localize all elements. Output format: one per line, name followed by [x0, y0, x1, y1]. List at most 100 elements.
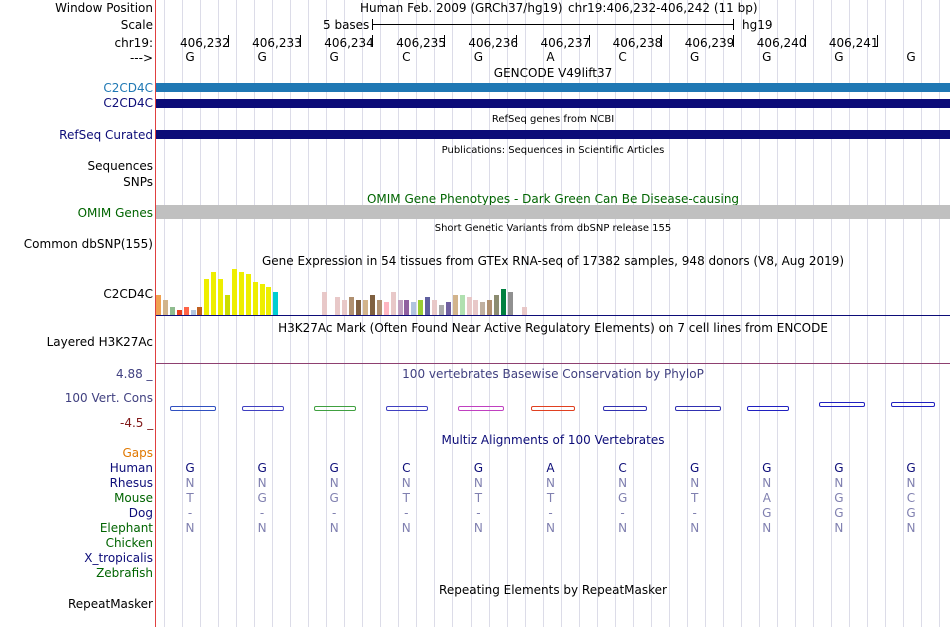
species-label[interactable]: Elephant: [99, 521, 153, 535]
gtex-bar-plot[interactable]: [156, 267, 556, 315]
refseq-gene-bar[interactable]: [156, 130, 950, 139]
gtex-tissue-bar[interactable]: [466, 297, 472, 315]
gencode-item-label-1[interactable]: C2CD4C: [103, 81, 153, 95]
gencode-item-label-2[interactable]: C2CD4C: [103, 96, 153, 110]
gtex-tissue-bar[interactable]: [501, 289, 506, 315]
species-label[interactable]: Mouse: [114, 491, 153, 505]
cons-glyph[interactable]: [458, 406, 505, 411]
gtex-tissue-bar[interactable]: [425, 297, 431, 315]
gencode-gene-bar-1[interactable]: [156, 83, 950, 92]
h3k27ac-label[interactable]: Layered H3K27Ac: [46, 335, 153, 349]
gtex-tissue-bar[interactable]: [231, 269, 237, 315]
cons-glyph[interactable]: [242, 406, 285, 411]
gtex-tissue-bar[interactable]: [404, 299, 410, 315]
cons-label[interactable]: 100 Vert. Cons: [64, 391, 153, 405]
cons-track-title[interactable]: 100 vertebrates Basewise Conservation by…: [402, 367, 704, 381]
cons-glyph[interactable]: [746, 406, 789, 411]
gtex-tissue-bar[interactable]: [507, 292, 513, 315]
gencode-gene-bar-2[interactable]: [156, 99, 950, 108]
cons-glyph[interactable]: [530, 406, 575, 411]
scale-label[interactable]: Scale: [120, 18, 153, 32]
gtex-tissue-bar[interactable]: [273, 292, 279, 315]
species-label[interactable]: Rhesus: [109, 476, 153, 490]
gtex-tissue-bar[interactable]: [238, 271, 244, 315]
cons-glyph[interactable]: [818, 402, 865, 407]
gtex-tissue-bar[interactable]: [162, 299, 168, 315]
gtex-tissue-bar[interactable]: [211, 271, 217, 315]
gtex-tissue-bar[interactable]: [335, 297, 341, 315]
alignment-base: N: [257, 476, 267, 490]
gtex-tissue-bar[interactable]: [356, 299, 362, 315]
species-label[interactable]: Chicken: [105, 536, 153, 550]
gtex-tissue-bar[interactable]: [156, 294, 161, 315]
gtex-tissue-bar[interactable]: [383, 302, 389, 315]
gtex-track-title[interactable]: Gene Expression in 54 tissues from GTEx …: [261, 254, 845, 268]
window-position-label[interactable]: Window Position: [55, 1, 153, 15]
gtex-tissue-bar[interactable]: [521, 307, 527, 315]
gtex-tissue-bar[interactable]: [411, 302, 417, 315]
gtex-tissue-bar[interactable]: [266, 286, 272, 315]
grid-line: [777, 0, 779, 627]
gtex-tissue-bar[interactable]: [494, 294, 500, 315]
cons-glyph[interactable]: [602, 406, 647, 411]
gtex-gene-label[interactable]: C2CD4C: [103, 287, 153, 301]
gtex-tissue-bar[interactable]: [349, 297, 355, 315]
omim-track-title[interactable]: OMIM Gene Phenotypes - Dark Green Can Be…: [366, 192, 740, 206]
gtex-tissue-bar[interactable]: [342, 299, 348, 315]
strand-label[interactable]: --->: [129, 51, 153, 65]
gtex-tissue-bar[interactable]: [376, 299, 382, 315]
gaps-label[interactable]: Gaps: [122, 446, 153, 460]
gtex-tissue-bar[interactable]: [397, 299, 403, 315]
gtex-tissue-bar[interactable]: [390, 292, 396, 315]
gtex-tissue-bar[interactable]: [176, 309, 182, 315]
gtex-tissue-bar[interactable]: [225, 294, 230, 315]
gtex-tissue-bar[interactable]: [190, 309, 196, 315]
cons-glyph[interactable]: [891, 402, 935, 407]
gtex-tissue-bar[interactable]: [183, 307, 189, 315]
gtex-tissue-bar[interactable]: [445, 302, 451, 315]
gtex-tissue-bar[interactable]: [473, 299, 479, 315]
rmsk-label[interactable]: RepeatMasker: [67, 597, 153, 611]
gtex-tissue-bar[interactable]: [369, 294, 375, 315]
gtex-tissue-bar[interactable]: [321, 292, 327, 315]
gtex-tissue-bar[interactable]: [252, 281, 258, 315]
gtex-tissue-bar[interactable]: [480, 302, 486, 315]
species-label[interactable]: X_tropicalis: [84, 551, 153, 565]
gtex-tissue-bar[interactable]: [452, 294, 458, 315]
pubs-sequences-label[interactable]: Sequences: [87, 159, 153, 173]
chrom-label[interactable]: chr19:: [114, 36, 153, 50]
omim-label[interactable]: OMIM Genes: [77, 206, 153, 220]
multiz-track-title[interactable]: Multiz Alignments of 100 Vertebrates: [441, 433, 665, 447]
gencode-track-title[interactable]: GENCODE V49lift37: [493, 66, 613, 80]
gtex-tissue-bar[interactable]: [328, 302, 334, 315]
gtex-tissue-bar[interactable]: [418, 299, 424, 315]
gtex-tissue-bar[interactable]: [487, 299, 493, 315]
dbsnp-label[interactable]: Common dbSNP(155): [23, 237, 153, 251]
pubs-snps-label[interactable]: SNPs: [123, 175, 153, 189]
rmsk-track-title[interactable]: Repeating Elements by RepeatMasker: [439, 583, 667, 597]
species-label[interactable]: Dog: [128, 506, 153, 520]
species-label[interactable]: Zebrafish: [96, 566, 153, 580]
gtex-tissue-bar[interactable]: [363, 299, 368, 315]
gtex-tissue-bar[interactable]: [259, 284, 265, 315]
refseq-track-title[interactable]: RefSeq genes from NCBI: [491, 114, 615, 125]
gtex-tissue-bar[interactable]: [204, 279, 210, 315]
pubs-track-title[interactable]: Publications: Sequences in Scientific Ar…: [441, 145, 665, 156]
h3k27ac-track-title[interactable]: H3K27Ac Mark (Often Found Near Active Re…: [278, 321, 828, 335]
cons-glyph[interactable]: [314, 406, 357, 411]
dbsnp-track-title[interactable]: Short Genetic Variants from dbSNP releas…: [434, 223, 672, 234]
gtex-tissue-bar[interactable]: [197, 307, 203, 315]
grid-line: [506, 0, 508, 627]
gtex-tissue-bar[interactable]: [459, 294, 465, 315]
omim-feature-bar[interactable]: [156, 205, 950, 219]
refseq-label[interactable]: RefSeq Curated: [59, 128, 153, 142]
cons-glyph[interactable]: [674, 406, 721, 411]
cons-glyph[interactable]: [170, 406, 216, 411]
species-label[interactable]: Human: [109, 461, 153, 475]
gtex-tissue-bar[interactable]: [438, 304, 444, 315]
gtex-tissue-bar[interactable]: [432, 299, 437, 315]
gtex-tissue-bar[interactable]: [245, 274, 251, 315]
gtex-tissue-bar[interactable]: [218, 279, 224, 315]
cons-glyph[interactable]: [386, 406, 429, 411]
gtex-tissue-bar[interactable]: [169, 307, 175, 315]
